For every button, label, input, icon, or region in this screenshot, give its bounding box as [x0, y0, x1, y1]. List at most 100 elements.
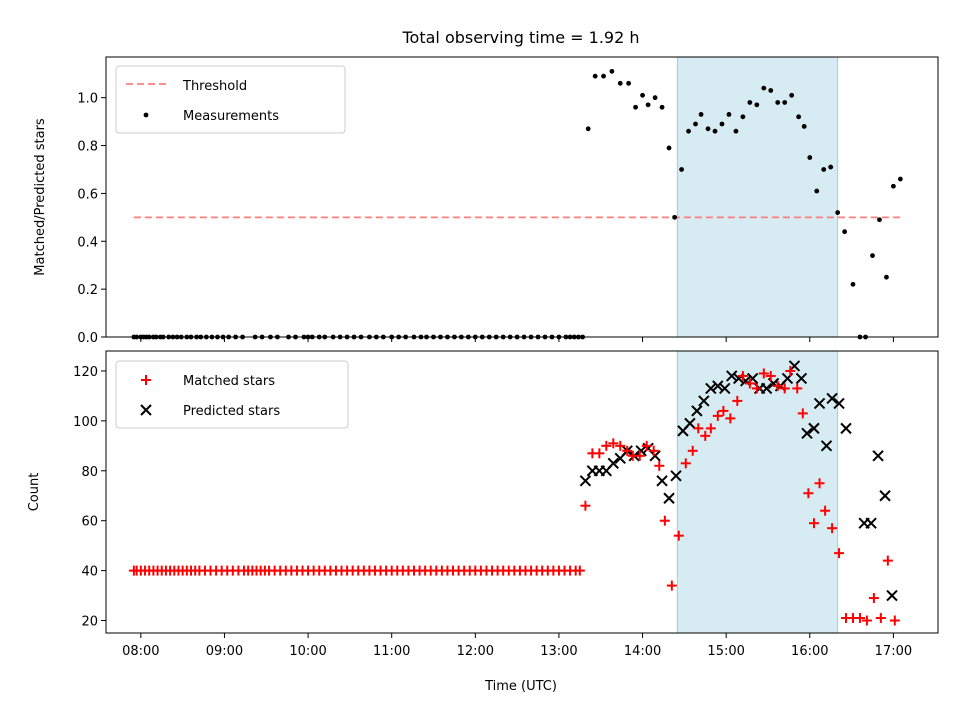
bottom-y-tick-label: 100: [73, 415, 98, 430]
bottom-legend: Matched stars Predicted stars: [115, 360, 349, 429]
x-tick-label: 13:00: [540, 644, 577, 659]
matched-star-point: [718, 405, 729, 416]
measurement-point: [877, 217, 882, 223]
measurement-point: [796, 114, 802, 120]
measurement-point: [761, 85, 767, 91]
predicted-star-point: [691, 405, 703, 417]
predicted-star-point: [635, 445, 647, 457]
measurement-point: [633, 104, 638, 110]
matched-star-point: [615, 440, 626, 451]
predicted-star-point: [801, 427, 813, 440]
measurement-point: [891, 183, 896, 189]
measurement-point: [617, 80, 623, 86]
predicted-star-point: [826, 392, 838, 405]
top-y-tick-label: 0.4: [77, 235, 98, 250]
top-legend: Threshold Measurements: [115, 65, 346, 134]
measurement-point: [601, 73, 606, 79]
predicted-star-point: [872, 450, 884, 462]
predicted-star-point: [579, 475, 592, 487]
legend-threshold-label: Threshold: [182, 79, 247, 94]
measurement-point: [705, 126, 711, 132]
matched-star-point: [641, 440, 652, 451]
matched-star-point: [648, 445, 659, 456]
top-panel: 0.0 0.2 0.4 0.6 0.8 1.0 Matched/Predicted sta…: [33, 56, 939, 346]
bottom-y-axis: 20 40 60 80 100 120: [73, 365, 106, 630]
measurement-point: [645, 102, 651, 108]
matched-star-point: [827, 523, 838, 534]
matched-star-point: [574, 565, 585, 576]
matched-star-point: [779, 383, 790, 394]
measurement-point: [814, 188, 820, 194]
matched-star-point: [772, 380, 783, 391]
predicted-star-point: [833, 397, 845, 410]
matched-star-point: [854, 613, 865, 624]
bottom-legend-box: [115, 360, 349, 429]
measurement-point: [609, 68, 615, 74]
matched-star-point: [700, 430, 711, 441]
legend-matched-swatch: [141, 375, 151, 385]
bottom-y-axis-label: Count: [27, 473, 42, 512]
measurement-point: [585, 126, 591, 132]
matched-star-point: [797, 408, 808, 419]
measurement-point: [870, 253, 875, 259]
measurement-point: [789, 92, 795, 98]
predicted-star-point: [808, 422, 820, 435]
matched-star-point: [594, 448, 605, 459]
matched-star-point: [814, 478, 825, 489]
measurement-point: [821, 167, 827, 172]
matched-star-point: [634, 450, 645, 461]
top-y-tick-label: 0.6: [77, 187, 98, 202]
predicted-star-point: [698, 395, 710, 407]
top-legend-box: [115, 65, 346, 134]
bottom-y-tick-label: 60: [81, 515, 98, 530]
matched-star-point: [765, 370, 776, 381]
measurement-point: [726, 112, 732, 117]
predicted-star-point: [840, 422, 852, 435]
predicted-star-point: [886, 589, 898, 602]
legend-matched-label: Matched stars: [183, 374, 275, 389]
top-axes-frame: [105, 56, 939, 338]
top-highlight-span: [676, 56, 839, 338]
matched-star-point: [622, 445, 633, 456]
predicted-star-point: [607, 457, 619, 470]
predicted-star-point: [760, 382, 773, 395]
measurement-point: [592, 73, 598, 79]
measurement-point: [842, 229, 848, 235]
matched-star-point: [687, 445, 698, 456]
matched-star-point: [737, 370, 748, 381]
measurement-point: [850, 281, 856, 287]
measurement-point: [740, 114, 746, 120]
predicted-star-point: [705, 382, 717, 395]
legend-predicted-label: Predicted stars: [183, 404, 280, 419]
bottom-highlight-span: [676, 350, 839, 634]
matched-star-point: [680, 458, 691, 469]
top-y-tick-label: 0.0: [77, 331, 98, 346]
matched-star-point: [666, 580, 677, 591]
bottom-axes-frame: [105, 350, 939, 634]
matched-star-point: [580, 500, 591, 511]
matched-star-point: [803, 488, 814, 499]
matched-star-point: [659, 515, 670, 526]
matched-star-point: [744, 378, 755, 389]
predicted-star-point: [719, 382, 731, 395]
matched-star-point: [673, 530, 684, 541]
predicted-star-point: [670, 470, 682, 482]
matched-star-point: [875, 613, 886, 624]
matched-star-point: [820, 505, 831, 516]
predicted-star-point: [649, 450, 661, 462]
predicted-star-point: [795, 372, 808, 385]
bottom-x-axis: 08:00 09:00 10:00 11:00 12:00 13:00 14:00 15:00…: [122, 633, 912, 659]
bottom-y-tick-label: 20: [81, 615, 98, 630]
top-y-tick-label: 0.8: [77, 140, 98, 155]
measurement-point: [698, 112, 704, 117]
measurement-point: [835, 210, 841, 215]
matched-star-point: [712, 410, 723, 421]
measurement-point: [712, 128, 718, 134]
x-tick-label: 09:00: [206, 644, 243, 659]
matched-star-point: [654, 460, 665, 471]
legend-measurements-swatch: [143, 112, 149, 118]
bottom-y-tick-label: 120: [73, 365, 98, 380]
bottom-panel: 20 40 60 80 100 120 08:00 09:00 10:00 11:00 12:00…: [27, 350, 939, 694]
measurement-point: [754, 102, 760, 108]
bottom-y-tick-label: 40: [81, 565, 98, 580]
